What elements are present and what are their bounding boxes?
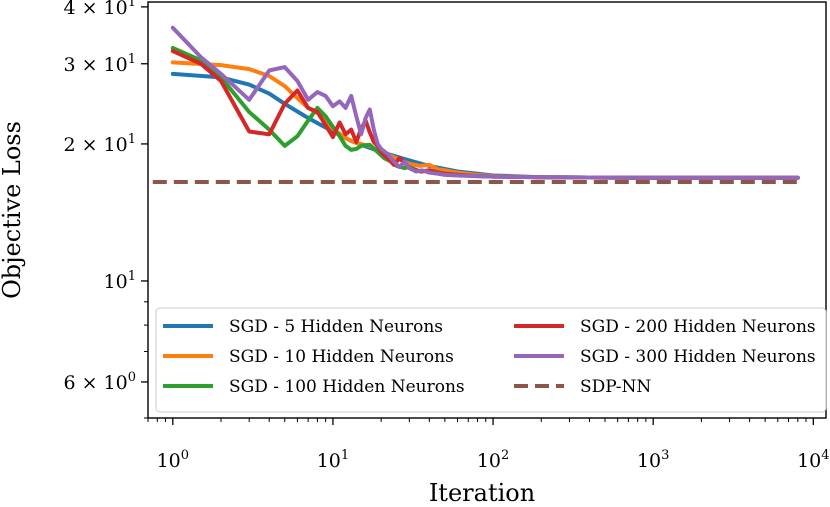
series-layer	[152, 25, 800, 184]
legend-box	[155, 307, 827, 413]
legend-label-sgd-5-hidden-neurons: SGD - 5 Hidden Neurons	[229, 317, 443, 337]
y-tick-label: 2 × 101	[63, 132, 136, 156]
legend-label-sgd-10-hidden-neurons: SGD - 10 Hidden Neurons	[229, 347, 454, 367]
x-tick-label: 104	[797, 448, 829, 472]
y-tick-label: 6 × 100	[63, 370, 136, 394]
legend: SGD - 5 Hidden Neurons SGD - 10 Hidden Ne…	[155, 307, 827, 413]
y-tick-label: 4 × 101	[63, 0, 136, 19]
y-tick-label: 101	[104, 269, 136, 293]
series-line-sgd-300-hidden-neurons	[170, 25, 800, 180]
y-axis-title: Objective Loss	[0, 121, 26, 299]
x-tick-label: 101	[317, 448, 349, 472]
series-line-sgd-100-hidden-neurons	[170, 45, 800, 180]
legend-label-sgd-200-hidden-neurons: SGD - 200 Hidden Neurons	[580, 317, 816, 337]
x-axis-title: Iteration	[429, 479, 535, 507]
x-tick-label: 103	[637, 448, 669, 472]
legend-label-sdp-nn: SDP-NN	[580, 377, 651, 397]
y-tick-label: 3 × 101	[63, 52, 136, 76]
y-axis-ticks: 6 × 100 101 2 × 101 3 × 101 4 × 101	[63, 0, 148, 419]
series-line-sgd-200-hidden-neurons	[170, 49, 800, 180]
series-line-sgd-10-hidden-neurons	[170, 60, 800, 180]
x-tick-label: 102	[477, 448, 509, 472]
legend-label-sgd-100-hidden-neurons: SGD - 100 Hidden Neurons	[229, 377, 465, 397]
x-tick-label: 100	[157, 448, 189, 472]
legend-label-sgd-300-hidden-neurons: SGD - 300 Hidden Neurons	[580, 347, 816, 367]
x-axis-ticks: 100 101 102 103 104	[147, 418, 830, 472]
plot-frame	[147, 1, 827, 419]
